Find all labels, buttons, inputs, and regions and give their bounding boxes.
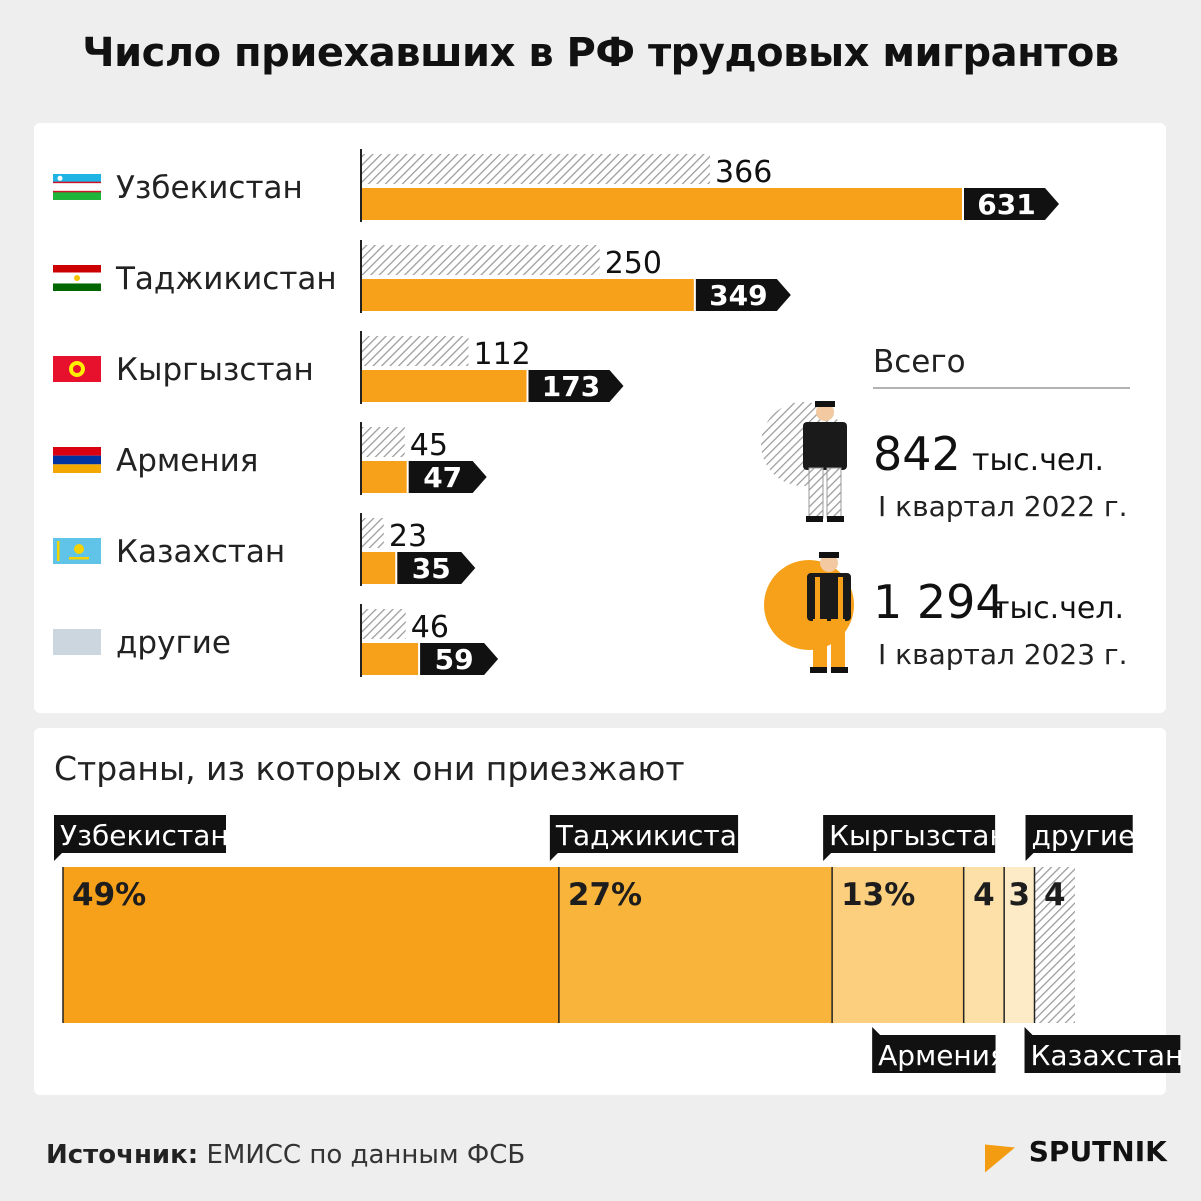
- bar-2023: [362, 461, 407, 493]
- bar-2022: [362, 518, 384, 548]
- source-label: Источник:: [46, 1140, 199, 1170]
- country-label: Узбекистан: [116, 170, 303, 206]
- value-tag-2023: [420, 643, 499, 675]
- value-label-2023: 35: [412, 552, 451, 585]
- bar-2023: [362, 279, 694, 311]
- value-tag-2023: [964, 188, 1059, 220]
- segment-tag: [549, 815, 739, 853]
- migrant-worker-orange-icon: [764, 552, 854, 673]
- value-label-2022: 250: [605, 246, 662, 281]
- segment-name: Кыргызстан: [829, 819, 1008, 852]
- kazakhstan-flag-icon: [53, 538, 101, 564]
- total-value: 1 294: [873, 575, 1005, 629]
- kyrgyzstan-flag-icon: [53, 356, 101, 382]
- segment-tag: [872, 1035, 996, 1073]
- total-period: I квартал 2023 г.: [878, 638, 1128, 671]
- value-tag-2023: [528, 370, 624, 402]
- bar-row: Узбекистан 366 631: [53, 149, 1059, 222]
- brand-name: SPUTNIK: [1028, 1135, 1167, 1168]
- total-period: I квартал 2022 г.: [878, 490, 1128, 523]
- source-note: Источник: ЕМИСС по данным ФСБ: [46, 1140, 525, 1170]
- segment-tag: [1024, 1035, 1181, 1073]
- segment-name: Узбекистан: [60, 819, 229, 852]
- sputnik-logo-icon: [985, 1133, 1015, 1173]
- segment-tag: [1025, 815, 1133, 853]
- segment-name: другие: [1032, 819, 1136, 852]
- bar-row: Кыргызстан 112 173: [53, 331, 624, 404]
- share-segment: [1034, 867, 1075, 1023]
- totals-title: Всего: [873, 344, 966, 380]
- share-value-label: 4: [1044, 877, 1066, 913]
- value-tag-2023: [397, 552, 476, 584]
- bar-2022: [362, 609, 406, 639]
- bar-row: Таджикистан 250 349: [53, 240, 791, 313]
- share-value-label: 27%: [568, 877, 642, 913]
- value-label-2022: 46: [411, 610, 449, 645]
- total-unit: тыс.чел.: [972, 443, 1104, 478]
- bar-2023: [362, 370, 527, 402]
- share-value-label: 49%: [72, 877, 146, 913]
- brand-logo: SPUTNIK: [985, 1133, 1167, 1175]
- bar-2022: [362, 427, 405, 457]
- value-label-2022: 112: [473, 337, 530, 372]
- share-segment: [832, 867, 964, 1023]
- country-label: другие: [116, 625, 231, 661]
- bar-2022: [362, 154, 711, 184]
- share-value-label: 3: [1009, 877, 1031, 913]
- bar-2022: [362, 336, 469, 366]
- bar-chart-panel: [34, 123, 1166, 713]
- share-segment: [1004, 867, 1035, 1023]
- share-segment: [63, 867, 559, 1023]
- share-segment: [963, 867, 1005, 1023]
- segment-name: Казахстан: [1031, 1039, 1184, 1072]
- value-label-2023: 59: [435, 643, 474, 676]
- value-label-2023: 631: [977, 188, 1035, 221]
- source-text: ЕМИСС по данным ФСБ: [206, 1140, 526, 1170]
- armenia-flag-icon: [53, 447, 101, 473]
- segment-tag: [823, 815, 996, 853]
- bar-2022: [362, 245, 600, 275]
- value-label-2023: 349: [709, 279, 767, 312]
- value-label-2023: 47: [423, 461, 462, 494]
- value-tag-2023: [695, 279, 791, 311]
- country-label: Кыргызстан: [116, 352, 314, 388]
- value-label-2022: 23: [389, 519, 427, 554]
- tajikistan-flag-icon: [53, 265, 101, 291]
- segment-tag: [54, 815, 226, 853]
- value-tag-2023: [408, 461, 487, 493]
- migrant-worker-gray-icon: [761, 401, 847, 522]
- country-label: Таджикистан: [115, 261, 337, 297]
- bar-2023: [362, 188, 962, 220]
- total-value: 842: [873, 427, 961, 481]
- value-label-2023: 173: [542, 370, 600, 403]
- others-placeholder-icon: [53, 629, 101, 655]
- segment-name: Армения: [878, 1039, 1007, 1072]
- value-label-2022: 366: [715, 155, 772, 190]
- bar-2023: [362, 552, 396, 584]
- share-value-label: 4: [973, 877, 995, 913]
- value-label-2022: 45: [410, 428, 448, 463]
- total-unit: тыс.чел.: [992, 591, 1124, 626]
- country-label: Армения: [116, 443, 258, 479]
- segment-name: Таджикистан: [555, 819, 755, 852]
- share-chart-title: Страны, из которых они приезжают: [54, 749, 685, 788]
- share-value-label: 13%: [841, 877, 915, 913]
- share-segment: [558, 867, 833, 1023]
- country-label: Казахстан: [116, 534, 285, 570]
- bar-2023: [362, 643, 419, 675]
- page-title: Число приехавших в РФ трудовых мигрантов: [82, 30, 1119, 76]
- uzbekistan-flag-icon: [53, 174, 101, 200]
